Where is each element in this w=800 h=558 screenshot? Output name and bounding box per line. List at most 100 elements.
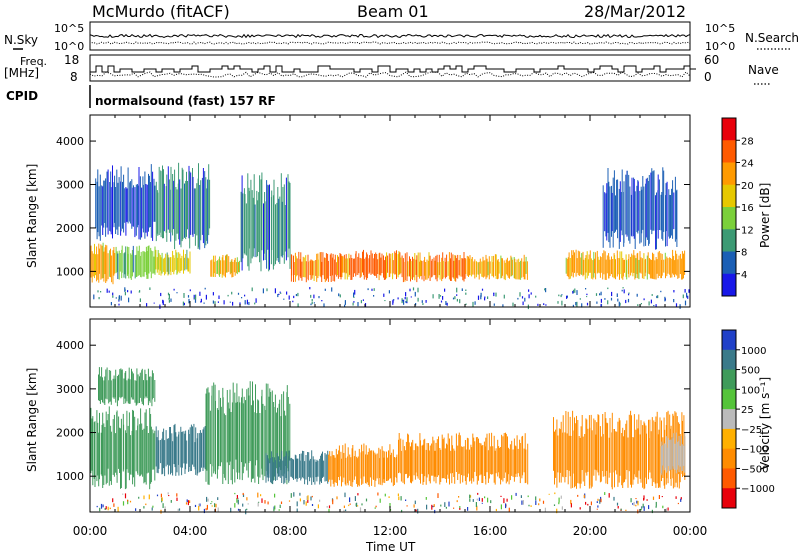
power-echo <box>160 171 162 238</box>
power-speckle <box>403 299 405 305</box>
velocity-echo <box>107 414 109 469</box>
velocity-echo <box>204 426 206 470</box>
power-speckle <box>183 302 185 306</box>
velocity-speckle <box>211 505 213 507</box>
power-echo <box>231 259 233 278</box>
power-echo <box>389 258 391 277</box>
velocity-speckle <box>635 504 637 507</box>
velocity-echo <box>201 432 202 468</box>
velocity-echo <box>103 380 105 404</box>
x-tick-label: 00:00 <box>73 524 108 538</box>
velocity-echo <box>174 423 176 468</box>
velocity-echo <box>607 423 609 485</box>
power-speckle <box>480 295 482 300</box>
velocity-speckle <box>199 503 201 507</box>
velocity-echo <box>153 433 155 470</box>
velocity-speckle <box>476 498 478 501</box>
velocity-echo <box>258 400 260 484</box>
power-echo <box>240 191 242 263</box>
velocity-echo <box>653 420 655 483</box>
power-echo <box>155 249 157 270</box>
velocity-echo <box>374 452 376 487</box>
power-echo <box>583 259 585 275</box>
power-colorbar-tick-label: 8 <box>741 248 747 259</box>
velocity-low-range-speckle <box>96 492 682 515</box>
velocity-echo <box>330 456 332 487</box>
velocity-echo <box>154 380 156 402</box>
velocity-echo <box>553 417 554 471</box>
power-echo <box>657 252 659 279</box>
velocity-speckle <box>100 503 103 509</box>
velocity-colorbar-tick-label: 25 <box>741 405 754 416</box>
velocity-echo <box>673 433 675 469</box>
power-speckle <box>535 295 537 298</box>
power-echo <box>580 257 582 275</box>
power-echo <box>142 251 144 277</box>
power-echo <box>638 259 640 280</box>
power-echo <box>327 260 329 282</box>
power-speckle <box>106 288 108 293</box>
power-echo <box>179 253 181 274</box>
power-echo <box>684 250 686 275</box>
velocity-echo <box>472 433 474 479</box>
velocity-echo <box>632 437 634 485</box>
power-echo <box>183 249 184 274</box>
power-echo <box>168 179 170 233</box>
x-tick-label: 08:00 <box>273 524 308 538</box>
velocity-echo <box>243 396 245 467</box>
power-speckle <box>112 292 114 296</box>
power-echo <box>468 256 469 277</box>
power-echo <box>668 194 670 239</box>
velocity-speckle <box>620 508 622 511</box>
velocity-echo <box>203 427 205 468</box>
power-echo <box>189 251 191 274</box>
power-echo <box>376 254 378 278</box>
velocity-echo <box>343 453 345 478</box>
velocity-echo <box>493 435 495 483</box>
velocity-echo <box>222 397 224 474</box>
velocity-echo <box>146 380 148 399</box>
power-colorbar-swatch <box>722 184 736 208</box>
power-echo <box>370 250 372 275</box>
power-echo <box>135 254 137 277</box>
velocity-speckle <box>655 506 657 508</box>
nave-trace <box>89 71 691 78</box>
power-speckle <box>442 296 444 300</box>
power-echo <box>434 260 436 275</box>
power-echo <box>424 256 426 276</box>
power-echo <box>116 251 118 273</box>
power-echo <box>113 182 115 228</box>
velocity-colorbar-tick-label: −1000 <box>741 484 775 495</box>
power-speckle <box>397 297 399 300</box>
velocity-echo <box>478 438 479 481</box>
power-echo <box>463 252 465 282</box>
power-echo <box>137 250 139 276</box>
velocity-echo <box>574 417 575 488</box>
velocity-echo <box>503 433 505 478</box>
velocity-echo <box>106 420 108 483</box>
power-echo <box>622 259 624 277</box>
velocity-echo <box>106 367 108 400</box>
power-echo <box>127 253 129 275</box>
power-speckle <box>130 290 132 294</box>
velocity-echo <box>281 394 283 476</box>
power-speckle <box>323 303 325 308</box>
velocity-region-3 <box>205 381 291 485</box>
velocity-speckle <box>680 497 682 500</box>
power-echo <box>140 255 142 277</box>
velocity-echo <box>228 408 230 466</box>
velocity-speckle <box>306 496 308 501</box>
power-speckle <box>558 294 560 297</box>
power-echo <box>302 256 304 277</box>
velocity-echo <box>220 397 221 467</box>
power-speckle <box>168 299 170 303</box>
velocity-echo <box>581 415 583 470</box>
velocity-echo <box>640 420 642 483</box>
velocity-speckle <box>613 496 615 501</box>
nsearch-trace <box>89 41 691 45</box>
power-echo <box>511 257 513 277</box>
velocity-echo <box>209 410 211 465</box>
velocity-echo <box>446 444 448 475</box>
power-echo <box>641 258 643 279</box>
power-echo <box>423 260 425 282</box>
